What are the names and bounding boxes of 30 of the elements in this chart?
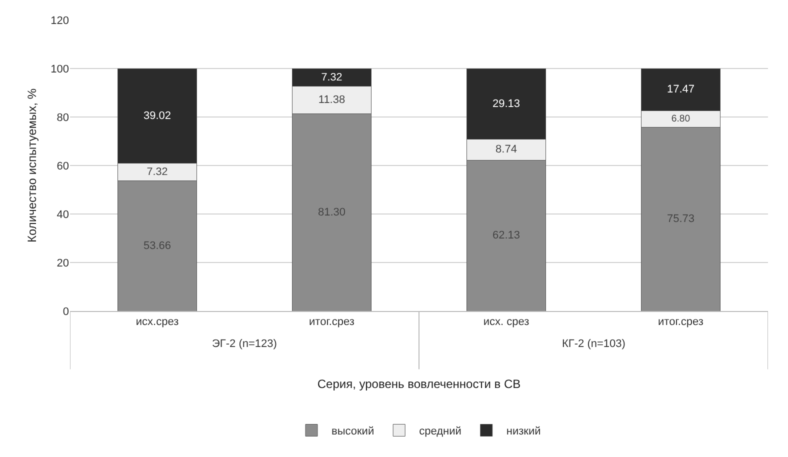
data-label: 7.32 <box>321 71 342 84</box>
legend-label: высокий <box>332 426 374 438</box>
data-label: 75.73 <box>666 213 695 226</box>
y-tick-label: 0 <box>62 306 69 318</box>
y-tick-label: 20 <box>56 257 69 270</box>
data-label: 29.13 <box>492 98 520 110</box>
data-label: 53.66 <box>143 240 172 252</box>
y-tick-label: 100 <box>50 63 69 76</box>
x-tick-label: итог.срез <box>658 316 704 328</box>
data-label: 7.32 <box>146 166 168 178</box>
y-tick-label: 40 <box>56 208 69 221</box>
x-tick-label: итог.срез <box>309 316 354 328</box>
data-label: 11.38 <box>318 94 346 106</box>
text: ЭГ-2 (n=123) <box>212 338 277 350</box>
x-axis-title: Серия, уровень вовлеченности в СВ <box>317 377 521 392</box>
data-label: 39.02 <box>143 110 172 122</box>
y-tick-label: 80 <box>56 112 69 124</box>
data-label: 81.30 <box>318 206 346 218</box>
x-tick-label: исх. срез <box>483 316 530 328</box>
y-axis-title: Количество испытуемых, % <box>25 88 39 242</box>
data-label: 6.80 <box>671 114 690 125</box>
text: КГ-2 (n=103) <box>562 338 626 350</box>
legend-label: средний <box>419 426 462 438</box>
data-label: 8.74 <box>496 144 517 156</box>
y-tick-label: 60 <box>56 160 69 172</box>
x-tick-label: исх.срез <box>136 316 179 328</box>
legend-label: низкий <box>506 426 541 438</box>
data-label: 17.47 <box>666 84 695 96</box>
y-tick-label: 120 <box>50 14 69 27</box>
data-label: 62.13 <box>492 230 520 242</box>
